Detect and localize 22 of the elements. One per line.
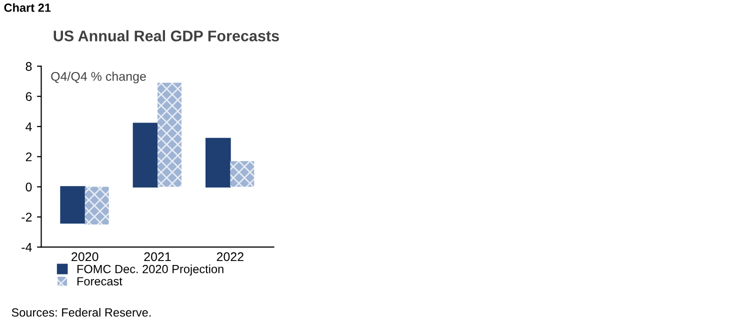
y-tick-label: 4 — [26, 122, 32, 132]
x-tick-label: 2021 — [144, 252, 171, 262]
y-tick-label: 2 — [26, 152, 32, 162]
y-tick-label: 8 — [26, 62, 32, 71]
bar — [132, 122, 158, 188]
y-tick-label: 6 — [26, 92, 32, 102]
y-tick-label: -4 — [22, 243, 32, 252]
legend-label: FOMC Dec. 2020 Projection — [77, 264, 224, 276]
y-tick-label: 0 — [26, 182, 32, 192]
y-tick-label: -2 — [22, 212, 32, 222]
source-note: Sources: Federal Reserve. — [12, 308, 151, 317]
chart-subtitle: Chart 21 — [4, 3, 51, 12]
x-tick-label: 2020 — [72, 252, 98, 262]
bar — [84, 186, 109, 224]
y-axis-title: Q4/Q4 % change — [51, 72, 146, 84]
legend-label: Forecast — [77, 277, 122, 286]
bar — [205, 138, 231, 188]
chart-title: US Annual Real GDP Forecasts — [54, 30, 279, 42]
bar — [230, 161, 254, 187]
bar — [158, 82, 182, 187]
bar — [60, 186, 86, 224]
x-tick-label: 2022 — [216, 252, 244, 262]
